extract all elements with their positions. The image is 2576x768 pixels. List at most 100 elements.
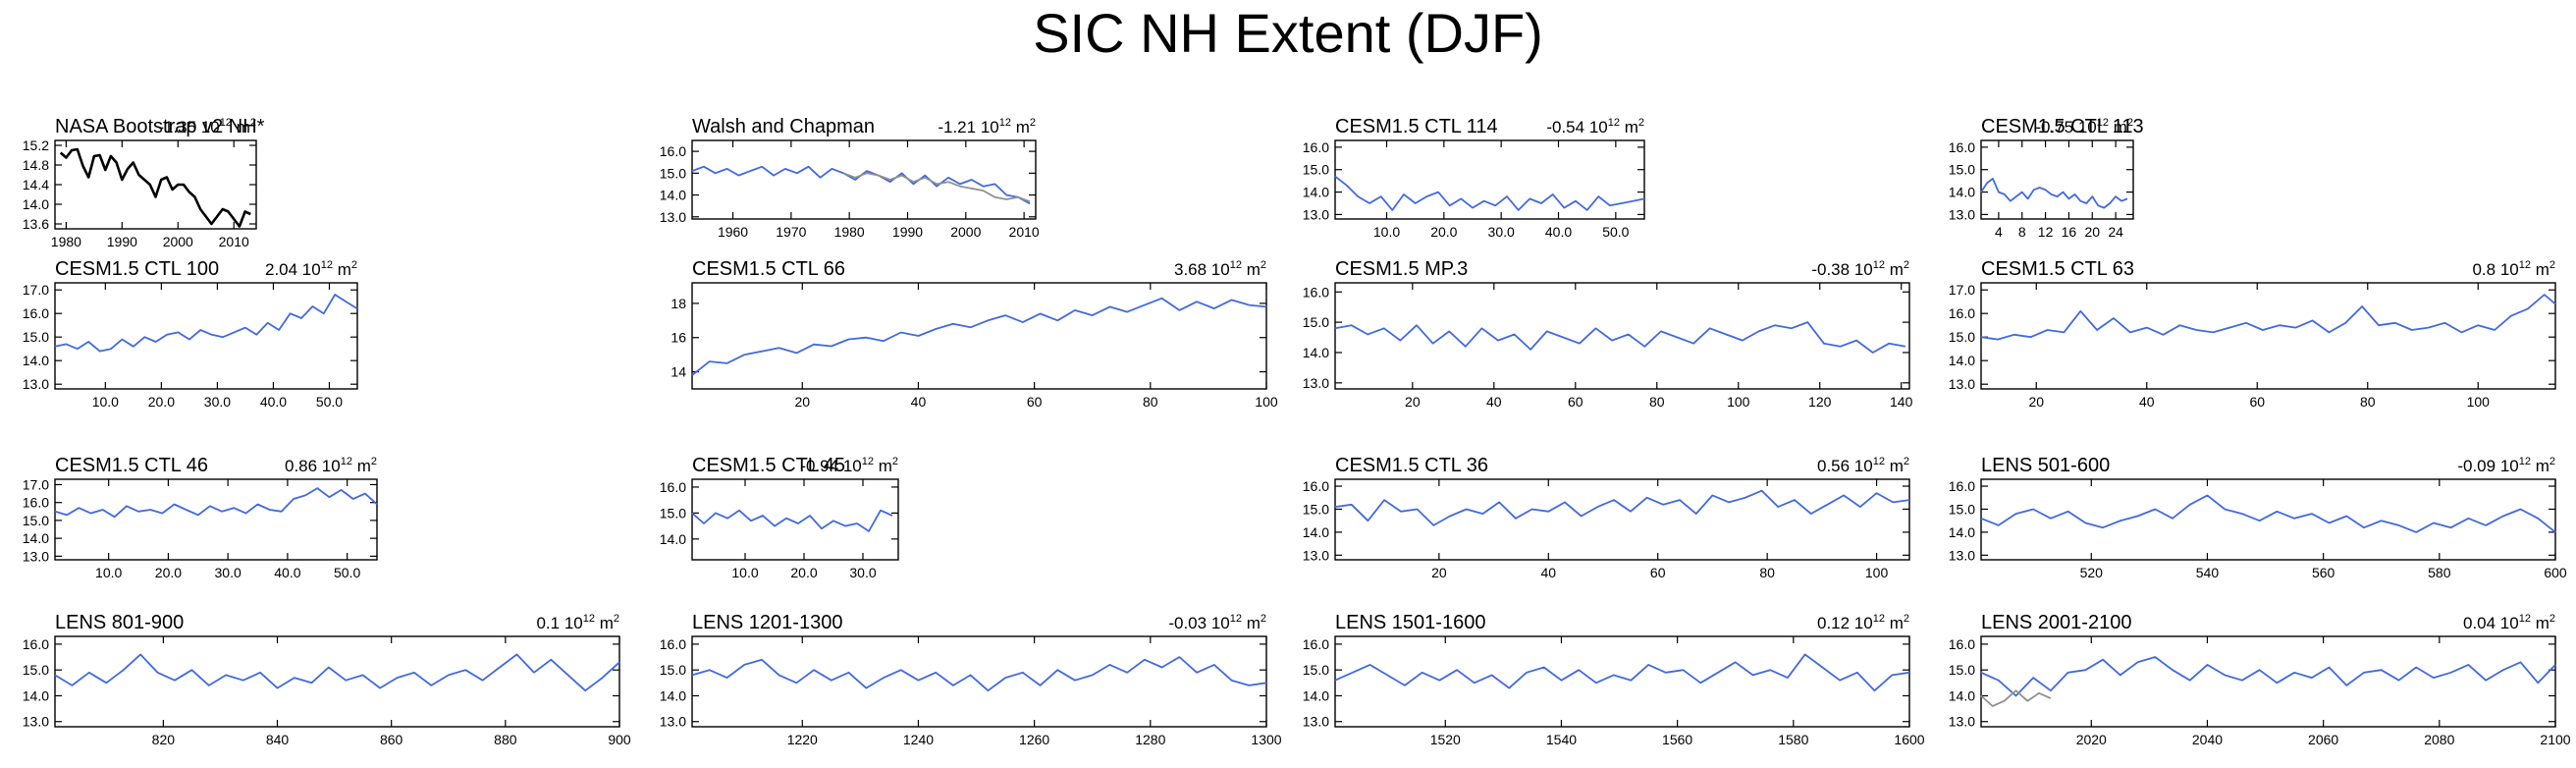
y-tick-label: 15.0 bbox=[660, 505, 686, 521]
x-tick-label: 8 bbox=[2018, 224, 2026, 240]
x-tick-label: 580 bbox=[2428, 565, 2451, 580]
y-tick-label: 13.0 bbox=[1303, 714, 1329, 730]
x-tick-label: 24 bbox=[2108, 224, 2123, 240]
plot-frame bbox=[691, 282, 1267, 390]
x-tick-label: 1990 bbox=[107, 234, 137, 249]
y-tick-label: 15.0 bbox=[660, 165, 686, 181]
panel-title: CESM1.5 MP.3 bbox=[1335, 258, 1468, 280]
trend-label: -0.94 1012 m2 bbox=[800, 456, 898, 475]
x-tick-label: 20.0 bbox=[148, 394, 175, 410]
x-tick-label: 840 bbox=[266, 732, 290, 747]
x-tick-label: 4 bbox=[1995, 224, 2003, 240]
y-tick-label: 15.0 bbox=[1949, 329, 1975, 345]
panel-title: LENS 2001-2100 bbox=[1981, 612, 2131, 633]
x-tick-label: 40.0 bbox=[274, 565, 300, 580]
y-tick-label: 15.0 bbox=[1303, 501, 1329, 517]
y-tick-label: 16.0 bbox=[1303, 636, 1329, 652]
y-tick-label: 16.0 bbox=[23, 636, 49, 652]
chart-panel-8: CESM1.5 CTL 63 0.8 1012 m2 13.0 14.0 15.0 16.… bbox=[1949, 258, 2556, 410]
x-tick-label: 900 bbox=[608, 732, 631, 747]
series-line-2 bbox=[842, 172, 1031, 203]
x-tick-label: 540 bbox=[2196, 565, 2220, 580]
x-tick-label: 30.0 bbox=[1488, 224, 1515, 240]
x-tick-label: 50.0 bbox=[316, 394, 343, 410]
x-tick-label: 60 bbox=[1650, 565, 1666, 580]
panel-title: LENS 801-900 bbox=[55, 612, 184, 633]
chart-panel-14: LENS 1201-1300 -0.03 1012 m2 13.0 14.0 15.0 1… bbox=[660, 612, 1282, 747]
trend-label: -1.21 1012 m2 bbox=[938, 117, 1036, 137]
x-tick-label: 600 bbox=[2544, 565, 2567, 580]
plot-frame bbox=[54, 478, 378, 561]
chart-panel-5: CESM1.5 CTL 100 2.04 1012 m2 13.0 14.0 15.0 1… bbox=[23, 258, 358, 410]
trend-label: 2.04 1012 m2 bbox=[265, 259, 357, 279]
y-tick-label: 15.0 bbox=[660, 662, 686, 678]
x-tick-label: 2060 bbox=[2308, 732, 2338, 747]
y-tick-label: 14.0 bbox=[1949, 687, 1975, 703]
plot-frame bbox=[1334, 139, 1645, 220]
panel-title: Walsh and Chapman bbox=[692, 116, 875, 137]
panel-title: CESM1.5 CTL 46 bbox=[55, 455, 208, 476]
y-tick-label: 15.0 bbox=[23, 513, 49, 528]
plot-frame bbox=[54, 139, 257, 230]
x-tick-label: 12 bbox=[2038, 224, 2054, 240]
plot-frame bbox=[54, 282, 358, 390]
y-tick-label: 17.0 bbox=[23, 476, 49, 492]
x-tick-label: 140 bbox=[1890, 394, 1913, 410]
trend-label: 0.56 1012 m2 bbox=[1817, 456, 1909, 475]
series-line-1 bbox=[1980, 294, 2556, 341]
x-tick-label: 1300 bbox=[1251, 732, 1281, 747]
chart-panel-16: LENS 2001-2100 0.04 1012 m2 13.0 14.0 15.0 16… bbox=[1949, 612, 2571, 747]
x-tick-label: 20.0 bbox=[155, 565, 182, 580]
x-tick-label: 2100 bbox=[2540, 732, 2570, 747]
x-tick-label: 2000 bbox=[950, 224, 981, 240]
x-tick-label: 60 bbox=[1568, 394, 1583, 410]
y-tick-label: 15.0 bbox=[1303, 162, 1329, 178]
x-tick-label: 50.0 bbox=[1602, 224, 1629, 240]
y-tick-label: 15.0 bbox=[1949, 162, 1975, 178]
series-line-1 bbox=[691, 509, 893, 532]
x-tick-label: 10.0 bbox=[95, 565, 122, 580]
trend-label: -1.35 1012 m2 bbox=[158, 117, 256, 137]
x-tick-label: 10.0 bbox=[92, 394, 119, 410]
chart-panel-15: LENS 1501-1600 0.12 1012 m2 13.0 14.0 15.0 16… bbox=[1303, 612, 1925, 747]
x-tick-label: 30.0 bbox=[204, 394, 231, 410]
y-tick-label: 13.0 bbox=[1949, 376, 1975, 392]
trend-label: -0.75 1012 m2 bbox=[2035, 117, 2133, 137]
series-line-1 bbox=[1334, 321, 1906, 354]
x-tick-label: 40.0 bbox=[260, 394, 287, 410]
panel-title: LENS 501-600 bbox=[1981, 455, 2110, 476]
series-line-1 bbox=[1334, 489, 1910, 526]
x-tick-label: 80 bbox=[1143, 394, 1158, 410]
x-tick-label: 1260 bbox=[1019, 732, 1049, 747]
plot-frame bbox=[691, 139, 1037, 220]
series-line-1 bbox=[1980, 494, 2556, 533]
series-line-1 bbox=[1980, 177, 2128, 209]
series-line-1 bbox=[54, 294, 358, 353]
series-line-2 bbox=[1980, 689, 2052, 707]
trend-label: 0.1 1012 m2 bbox=[536, 613, 619, 632]
plot-frame bbox=[1980, 478, 2556, 561]
x-tick-label: 30.0 bbox=[849, 565, 876, 580]
panel-title: NASA Bootstrap v2 NH* bbox=[55, 116, 265, 137]
x-tick-label: 20 bbox=[2028, 394, 2044, 410]
y-tick-label: 13.0 bbox=[660, 209, 686, 225]
series-line-1 bbox=[691, 165, 1031, 205]
panel-title: CESM1.5 CTL 113 bbox=[1981, 116, 2144, 137]
x-tick-label: 2040 bbox=[2192, 732, 2223, 747]
x-tick-label: 1520 bbox=[1430, 732, 1461, 747]
y-tick-label: 13.0 bbox=[1949, 206, 1975, 222]
x-tick-label: 1960 bbox=[718, 224, 748, 240]
y-tick-label: 13.0 bbox=[1949, 547, 1975, 563]
y-tick-label: 14.0 bbox=[23, 530, 49, 546]
series-line-1 bbox=[54, 487, 378, 519]
panel-title: CESM1.5 CTL 100 bbox=[55, 258, 219, 280]
y-tick-label: 14.0 bbox=[1949, 185, 1975, 200]
x-tick-label: 40.0 bbox=[1545, 224, 1572, 240]
chart-panel-3: CESM1.5 CTL 114 -0.54 1012 m2 13.0 14.0 15.0… bbox=[1303, 116, 1645, 240]
x-tick-label: 1240 bbox=[903, 732, 934, 747]
x-tick-label: 1980 bbox=[834, 224, 865, 240]
trend-label: 0.12 1012 m2 bbox=[1817, 613, 1909, 632]
x-tick-label: 20 bbox=[2084, 224, 2100, 240]
y-tick-label: 14.0 bbox=[1949, 353, 1975, 368]
